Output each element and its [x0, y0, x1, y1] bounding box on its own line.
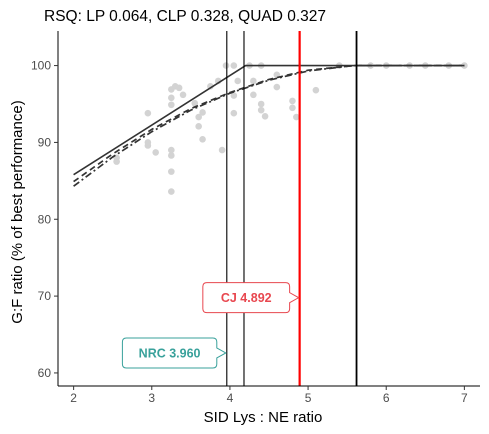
x-tick-label: 6	[383, 391, 390, 405]
data-point	[152, 149, 159, 156]
x-tick-label: 5	[305, 391, 312, 405]
data-point	[199, 136, 206, 143]
data-point	[289, 104, 296, 112]
data-point	[168, 94, 175, 102]
x-tick-label: 2	[70, 391, 77, 405]
x-axis-title: SID Lys : NE ratio	[204, 409, 323, 426]
y-tick-label: 80	[38, 212, 52, 226]
data-point	[168, 152, 175, 159]
data-point	[250, 77, 257, 85]
data-point	[218, 146, 226, 154]
y-tick-label: 70	[38, 289, 52, 303]
data-point	[191, 99, 199, 107]
data-point	[168, 188, 175, 195]
vline-layer	[226, 31, 358, 386]
y-tick-label: 60	[38, 366, 52, 380]
callout-box	[121, 337, 227, 369]
data-point	[293, 113, 300, 121]
data-point	[199, 109, 206, 116]
data-point	[222, 62, 230, 69]
data-point	[195, 113, 202, 121]
points-layer	[113, 62, 468, 195]
callout-label: CJ 4.892	[221, 291, 272, 305]
y-tick-label: 100	[31, 59, 51, 73]
series-layer	[73, 64, 465, 187]
data-point	[144, 142, 152, 149]
data-point	[168, 146, 175, 154]
series-line-dashed	[73, 64, 465, 183]
data-point	[230, 109, 238, 117]
callout-label: NRC 3.960	[139, 346, 201, 360]
x-tick-label: 4	[227, 391, 234, 405]
callout-box	[202, 282, 300, 314]
y-tick-label: 90	[38, 135, 52, 149]
data-point	[273, 83, 281, 91]
series-line-dashdot	[73, 64, 465, 187]
data-point	[179, 91, 187, 99]
data-point	[168, 168, 175, 175]
tick-layer: 2 3 4 5 6 7 60 70 80 90 100	[31, 59, 468, 405]
data-point	[250, 91, 257, 99]
x-tick-label: 3	[148, 391, 155, 405]
series-line-solid	[73, 64, 465, 176]
data-point	[230, 92, 238, 99]
x-tick-label: 7	[461, 391, 468, 405]
data-point	[230, 62, 238, 69]
data-point	[195, 122, 202, 130]
data-point	[257, 106, 265, 114]
data-point	[175, 84, 183, 92]
data-point	[207, 83, 214, 90]
data-point	[234, 77, 242, 85]
y-axis-title: G:F ratio (% of best performance)	[9, 100, 26, 323]
data-point	[168, 101, 175, 109]
data-point	[312, 86, 320, 94]
data-point	[144, 109, 152, 117]
chart-title: RSQ: LP 0.064, CLP 0.328, QUAD 0.327	[44, 8, 326, 25]
data-point	[261, 112, 269, 120]
data-point	[289, 97, 296, 105]
data-point	[257, 100, 265, 108]
annotation-layer: CJ 4.892 NRC 3.960	[121, 282, 300, 369]
